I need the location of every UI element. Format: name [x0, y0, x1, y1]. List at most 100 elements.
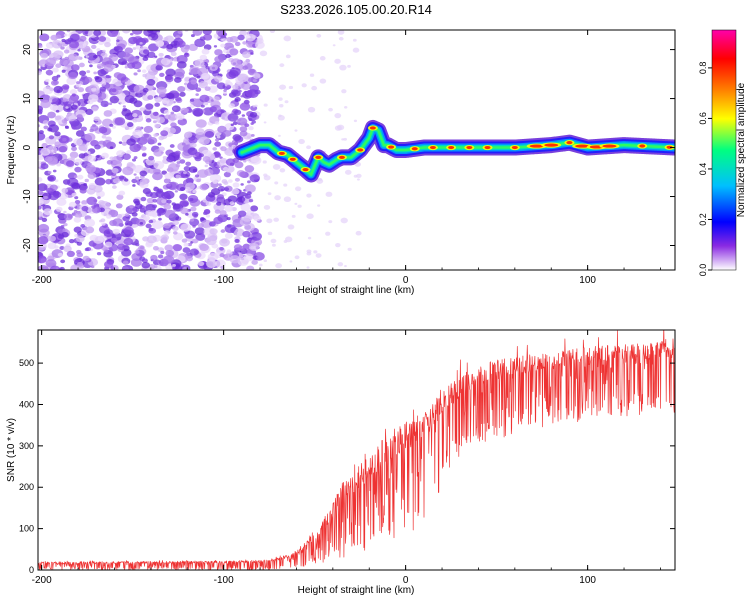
noise-blob: [140, 196, 147, 202]
noise-blob: [104, 241, 113, 248]
noise-blob: [112, 125, 116, 129]
noise-blob: [194, 227, 206, 236]
noise-blob: [126, 150, 132, 155]
noise-blob: [77, 48, 81, 52]
noise-blob: [71, 93, 76, 97]
noise-blob: [159, 92, 166, 98]
noise-blob: [195, 233, 206, 241]
noise-blob: [81, 200, 88, 205]
noise-blob: [148, 155, 155, 161]
noise-blob: [182, 247, 191, 254]
noise-blob: [96, 48, 101, 52]
spectrogram-ridge: [233, 119, 675, 183]
noise-blob: [84, 133, 96, 142]
noise-blob: [307, 236, 312, 240]
noise-blob: [137, 69, 141, 73]
noise-blob: [40, 100, 51, 109]
noise-blob: [192, 189, 197, 194]
noise-blob: [65, 112, 77, 122]
noise-blob: [73, 226, 82, 233]
noise-blob: [216, 30, 226, 36]
noise-blob: [59, 246, 65, 250]
noise-blob: [182, 266, 188, 270]
noise-blob: [74, 158, 83, 165]
noise-blob: [99, 219, 103, 223]
noise-blob: [112, 218, 123, 227]
noise-blob: [91, 106, 99, 112]
noise-blob: [63, 210, 67, 214]
noise-blob: [223, 91, 228, 95]
noise-blob: [307, 106, 316, 113]
noise-blob: [161, 199, 167, 204]
noise-blob: [230, 123, 234, 127]
colorbar-tick-label: 0.2: [698, 213, 708, 226]
noise-blob: [239, 126, 248, 133]
noise-blob: [245, 89, 256, 98]
noise-blob: [146, 78, 156, 86]
noise-blob: [60, 224, 65, 228]
noise-blob: [278, 134, 281, 137]
noise-blob: [223, 171, 231, 178]
noise-blob: [133, 100, 143, 108]
noise-blob: [68, 239, 75, 244]
noise-blob: [73, 138, 83, 146]
noise-blob: [148, 263, 156, 270]
noise-blob: [49, 265, 61, 270]
noise-blob: [93, 71, 98, 75]
noise-blob: [214, 209, 221, 214]
noise-blob: [103, 229, 114, 238]
noise-blob: [132, 47, 137, 50]
noise-blob: [198, 81, 208, 89]
noise-blob: [187, 147, 198, 156]
noise-blob: [113, 72, 122, 79]
noise-blob: [179, 186, 186, 191]
noise-blob: [62, 137, 67, 142]
noise-blob: [142, 152, 147, 157]
noise-blob: [251, 259, 258, 265]
noise-blob: [109, 123, 114, 127]
noise-blob: [79, 70, 87, 76]
noise-blob: [112, 178, 120, 184]
noise-blob: [96, 251, 102, 256]
noise-blob: [179, 91, 186, 97]
noise-blob: [152, 172, 163, 181]
noise-blob: [283, 240, 288, 244]
noise-blob: [217, 194, 225, 200]
spectrogram-y-axis-label: Frequency (Hz): [6, 116, 17, 185]
noise-blob: [180, 107, 189, 114]
noise-blob: [263, 259, 268, 263]
noise-blob: [64, 125, 70, 129]
x-tick-label: 100: [579, 275, 596, 286]
noise-blob: [63, 49, 70, 54]
noise-blob: [176, 54, 188, 64]
noise-blob: [335, 243, 341, 248]
noise-blob: [177, 30, 183, 35]
noise-blob: [239, 171, 248, 178]
noise-blob: [207, 252, 219, 262]
noise-blob: [73, 210, 78, 213]
noise-blob: [263, 175, 271, 181]
noise-blob: [94, 76, 103, 83]
noise-blob: [132, 184, 136, 187]
noise-blob: [175, 174, 181, 179]
noise-blob: [45, 69, 54, 76]
snr-y-axis-label: SNR (10 * v/v): [6, 418, 17, 482]
noise-blob: [275, 263, 283, 269]
noise-blob: [209, 173, 222, 183]
noise-blob: [91, 205, 96, 209]
noise-blob: [57, 252, 63, 257]
noise-blob: [156, 208, 166, 216]
noise-blob: [162, 155, 168, 160]
noise-blob: [154, 102, 161, 107]
noise-blob: [163, 255, 175, 264]
noise-blob: [201, 149, 212, 158]
noise-blob: [68, 96, 79, 104]
ridge-hot-core: [511, 145, 518, 150]
noise-blob: [40, 163, 49, 170]
noise-blob: [61, 38, 66, 43]
noise-blob: [269, 30, 275, 34]
noise-blob: [66, 30, 71, 33]
noise-blob: [219, 209, 227, 216]
noise-blob: [184, 131, 193, 138]
noise-blob: [152, 213, 158, 218]
